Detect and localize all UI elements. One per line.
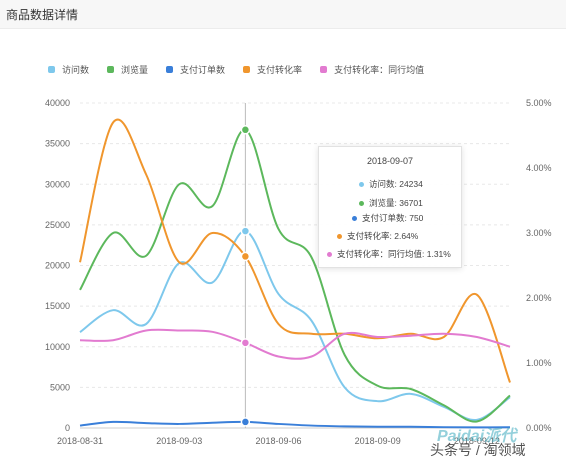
legend-swatch-conversion: [243, 65, 251, 73]
legend-item-views[interactable]: 浏览量: [107, 63, 148, 76]
legend-label-views: 浏览量: [121, 64, 149, 75]
series-line-orders: [79, 420, 511, 429]
x-tick-label: 2018-09-12: [454, 436, 500, 446]
y-left-tick-label: 5000: [50, 382, 70, 392]
legend-item-conversion[interactable]: 支付转化率: [243, 63, 302, 76]
y-left-tick-label: 20000: [45, 261, 70, 271]
tooltip-label: 支付转化率: 2.64%: [347, 231, 419, 241]
legend-swatch-visits: [48, 65, 55, 73]
tooltip-dot: [352, 215, 357, 221]
y-right-tick-label: 5.00%: [526, 98, 552, 108]
tooltip-date: 2018-09-07: [366, 156, 414, 166]
watermark-caption: 头条号 / 淘领域: [430, 442, 526, 458]
data-point-visits: [240, 226, 251, 236]
tooltip-dot: [359, 181, 364, 187]
x-tick-label: 2018-08-31: [57, 436, 103, 446]
legend-swatch-peer-avg: [320, 65, 328, 73]
legend-swatch-views: [107, 65, 115, 73]
y-right-tick-label: 2.00%: [526, 293, 552, 303]
legend-label-visits: 访问数: [62, 64, 90, 75]
legend-label-conversion: 支付转化率: [257, 64, 303, 75]
legend-label-peer-avg: 支付转化率：同行均值: [334, 64, 425, 75]
series-line-peer_avg: [79, 328, 511, 360]
legend-item-visits[interactable]: 访问数: [48, 63, 89, 76]
legend-item-peer-avg[interactable]: 支付转化率：同行均值: [320, 63, 424, 76]
tooltip-label: 访问数: 24234: [369, 179, 423, 189]
tooltip-row-orders: 支付订单数: 750: [352, 212, 423, 224]
chart-legend: 访问数 浏览量 支付订单数 支付转化率 支付转化率：同行均值: [48, 62, 442, 76]
data-point-conversion: [240, 251, 251, 262]
y-left-tick-label: 40000: [45, 98, 70, 108]
x-tick-label: 2018-09-03: [156, 436, 202, 446]
y-left-tick-label: 10000: [45, 342, 70, 352]
y-left-tick-label: 30000: [45, 179, 70, 189]
data-point-orders: [240, 417, 251, 427]
y-left-tick-label: 35000: [45, 139, 70, 149]
legend-swatch-orders: [166, 65, 174, 73]
chart-tooltip: 2018-09-07 访问数: 24234 浏览量: 36701 支付订单数: …: [318, 146, 462, 268]
tooltip-label: 支付转化率：同行均值: 1.31%: [337, 249, 451, 259]
tooltip-row-views: 浏览量: 36701: [359, 197, 423, 209]
data-point-peer_avg: [240, 338, 251, 348]
tooltip-label: 浏览量: 36701: [369, 198, 423, 208]
y-right-tick-label: 0.00%: [526, 423, 552, 433]
series-line-conversion: [79, 118, 511, 383]
tooltip-row-visits: 访问数: 24234: [359, 178, 423, 190]
page-title: 商品数据详情: [6, 8, 79, 22]
series-line-views: [79, 128, 511, 423]
title-bar: 商品数据详情: [0, 0, 566, 29]
tooltip-dot: [327, 251, 332, 257]
tooltip-dot: [359, 200, 364, 206]
data-point-views: [240, 125, 251, 135]
series-line-visits: [79, 230, 511, 421]
watermark-logo: Paidai派代: [437, 428, 517, 445]
tooltip-label: 支付订单数: 750: [362, 213, 424, 223]
x-tick-label: 2018-09-06: [255, 436, 301, 446]
y-left-tick-label: 15000: [45, 301, 70, 311]
y-right-tick-label: 1.00%: [526, 358, 552, 368]
tooltip-row-peer-avg: 支付转化率：同行均值: 1.31%: [327, 248, 451, 260]
legend-label-orders: 支付订单数: [180, 64, 226, 75]
tooltip-row-conversion: 支付转化率: 2.64%: [337, 230, 418, 242]
legend-item-orders[interactable]: 支付订单数: [166, 63, 225, 76]
y-right-tick-label: 4.00%: [526, 163, 552, 173]
tooltip-dot: [337, 233, 342, 239]
y-left-tick-label: 0: [65, 423, 70, 433]
y-right-tick-label: 3.00%: [526, 228, 552, 238]
x-tick-label: 2018-09-09: [355, 436, 401, 446]
y-left-tick-label: 25000: [45, 220, 70, 230]
